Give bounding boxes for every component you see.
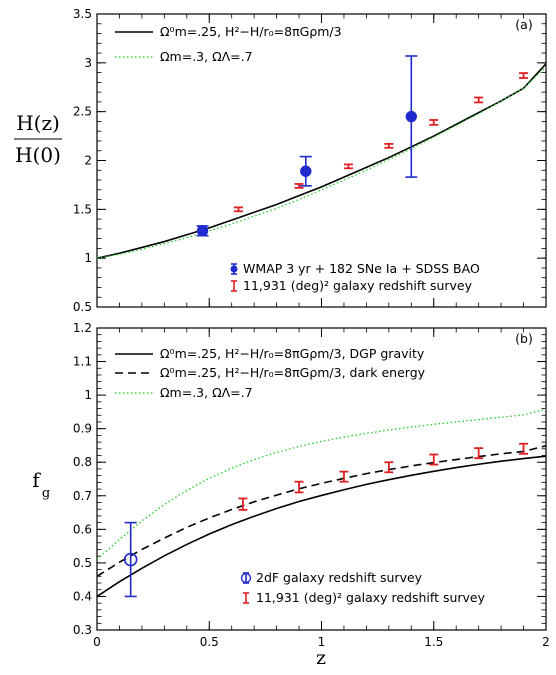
series-line-solid	[97, 455, 546, 598]
legend-label: WMAP 3 yr + 182 SNe Ia + SDSS BAO	[243, 261, 480, 276]
y-tick-label: 1.2	[73, 321, 92, 335]
legend-label: Ω⁰m=.25, H²−H/r₀=8πGρm/3, DGP gravity	[160, 346, 425, 361]
y-tick-label: 3	[84, 56, 92, 70]
y-tick-label: 2.5	[73, 105, 92, 119]
y-axis-label: f	[32, 468, 41, 492]
y-tick-label: 0.4	[73, 589, 92, 603]
series-line-dashed	[97, 445, 546, 577]
data-point	[405, 110, 417, 123]
x-tick-label: 0.5	[200, 635, 219, 649]
y-tick-label: 0.8	[73, 455, 92, 469]
y-tick-label: 0.6	[73, 522, 92, 536]
y-axis-label-numerator: H(z)	[16, 111, 60, 135]
y-tick-label: 2	[84, 154, 92, 168]
x-tick-label: 1.5	[424, 635, 443, 649]
legend-label: Ωm=.3, ΩΛ=.7	[160, 385, 253, 400]
y-tick-label: 3.5	[73, 7, 92, 21]
series-line-dotted	[97, 66, 546, 259]
y-tick-label: 1.5	[73, 202, 92, 216]
x-tick-label: 0	[93, 635, 101, 649]
y-tick-label: 0.7	[73, 489, 92, 503]
data-point	[123, 552, 138, 567]
x-axis-label: z	[316, 647, 326, 669]
y-tick-label: 0.5	[73, 556, 92, 570]
curves	[97, 408, 546, 598]
data-point	[196, 225, 209, 237]
legend-label: Ωm=.3, ΩΛ=.7	[160, 49, 253, 64]
y-tick-label: 1	[84, 388, 92, 402]
series-line-dotted	[97, 408, 546, 561]
curves	[97, 63, 546, 259]
legend-label: 11,931 (deg)² galaxy redshift survey	[256, 590, 486, 605]
x-tick-label: 1	[318, 635, 326, 649]
y-tick-label: 0.3	[73, 623, 92, 637]
legend-label: 11,931 (deg)² galaxy redshift survey	[243, 278, 473, 293]
legend-marker-dot	[240, 572, 252, 584]
y-tick-label: 1	[84, 251, 92, 265]
panel-label: (b)	[515, 331, 533, 346]
x-tick-label: 2	[542, 635, 550, 649]
y-axis-label-subscript: g	[42, 486, 50, 501]
panel-b: 0 0.5 1 1.5 2 0.3 0.4 0.5 0.6 0.7 0.8 0.9 1 1.1 1.2 (b)…	[73, 321, 550, 649]
legend-label: Ω⁰m=.25, H²−H/r₀=8πGρm/3	[160, 24, 342, 39]
panel-a: 0.5 1 1.5 2 2.5 3 3.5 (a) Ω⁰m=.25, H²−H/r₀=8πGρm…	[73, 7, 547, 314]
legend-marker-dot	[230, 265, 238, 273]
y-axis-label-denominator: H(0)	[15, 143, 61, 167]
legend-label: 2dF galaxy redshift survey	[256, 570, 423, 585]
data-point	[300, 165, 312, 177]
series-line-solid	[97, 63, 546, 259]
y-tick-label: 1.1	[73, 355, 92, 369]
panel-label: (a)	[515, 17, 532, 32]
y-tick-label: 0.5	[73, 300, 92, 314]
y-tick-label: 0.9	[73, 422, 92, 436]
legend-label: Ω⁰m=.25, H²−H/r₀=8πGρm/3, dark energy	[160, 365, 426, 380]
